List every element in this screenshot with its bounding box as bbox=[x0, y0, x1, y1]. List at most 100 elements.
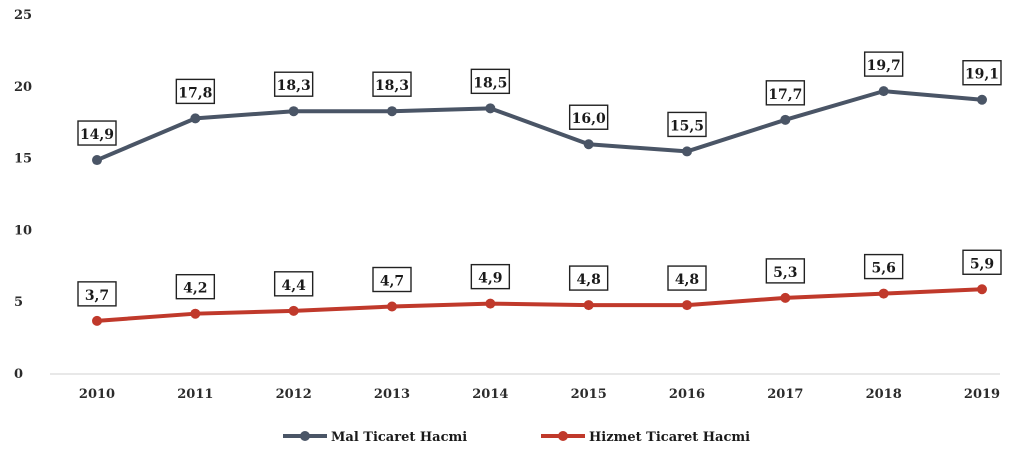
data-point bbox=[682, 146, 692, 157]
data-label: 16,0 bbox=[572, 111, 606, 127]
data-label-box bbox=[765, 80, 806, 106]
series-line bbox=[95, 287, 984, 323]
data-label: 14,9 bbox=[80, 127, 114, 143]
data-label-box bbox=[568, 265, 609, 291]
data-label-box bbox=[568, 104, 609, 130]
data-label-box bbox=[470, 263, 511, 290]
data-label: 3,7 bbox=[85, 288, 109, 304]
y-tick-label: 25 bbox=[14, 8, 32, 23]
data-label: 4,9 bbox=[478, 271, 502, 287]
data-label: 18,3 bbox=[277, 78, 311, 94]
legend-label: Hizmet Ticaret Hacmi bbox=[589, 430, 750, 445]
y-tick-label: 20 bbox=[14, 80, 32, 95]
x-tick-label: 2013 bbox=[374, 387, 410, 402]
data-label: 4,8 bbox=[675, 272, 699, 288]
legend: Mal Ticaret Hacmi Hizmet Ticaret Hacmi bbox=[283, 430, 750, 445]
data-label-box bbox=[175, 78, 216, 105]
data-point bbox=[780, 292, 791, 303]
data-point bbox=[977, 94, 987, 105]
data-label-group: 3,7 bbox=[77, 281, 117, 307]
data-point bbox=[288, 305, 299, 316]
legend-marker bbox=[558, 431, 568, 441]
data-point bbox=[878, 288, 889, 299]
data-label: 18,5 bbox=[473, 75, 507, 91]
x-tick-label: 2016 bbox=[669, 387, 705, 402]
data-point bbox=[190, 113, 201, 124]
data-label-box bbox=[77, 120, 117, 146]
data-label: 4,7 bbox=[380, 274, 404, 290]
data-label-group: 4,8 bbox=[568, 265, 609, 291]
data-label-box bbox=[863, 253, 904, 280]
data-point bbox=[387, 301, 397, 312]
data-label: 17,7 bbox=[768, 87, 802, 103]
data-label: 15,5 bbox=[670, 118, 704, 134]
data-label-group: 19,7 bbox=[863, 51, 904, 77]
data-label-group: 17,8 bbox=[175, 78, 216, 105]
y-tick-label: 15 bbox=[14, 152, 32, 167]
series-group bbox=[92, 86, 987, 326]
data-label-group: 17,7 bbox=[765, 80, 806, 106]
data-label-group: 4,4 bbox=[273, 271, 314, 297]
data-label-group: 4,2 bbox=[175, 273, 216, 300]
x-axis: 2010 2011 2012 2013 2014 2015 2016 2017 2018 2019 bbox=[79, 387, 1000, 402]
y-tick-label: 5 bbox=[14, 295, 23, 310]
data-label-group: 5,9 bbox=[962, 249, 1002, 275]
data-label: 18,3 bbox=[375, 78, 409, 94]
data-label-box bbox=[765, 258, 806, 284]
data-label-group: 5,3 bbox=[765, 258, 806, 284]
data-label-group: 14,9 bbox=[77, 120, 117, 146]
data-point bbox=[485, 103, 496, 114]
data-point bbox=[92, 315, 102, 326]
x-tick-label: 2017 bbox=[767, 387, 803, 402]
data-label-box bbox=[667, 111, 707, 138]
data-point bbox=[977, 284, 987, 295]
data-point bbox=[780, 114, 791, 125]
x-tick-label: 2019 bbox=[964, 387, 1000, 402]
data-label-box bbox=[273, 71, 314, 97]
data-label-box bbox=[667, 265, 707, 291]
data-point bbox=[682, 300, 692, 311]
data-label-group: 15,5 bbox=[667, 111, 707, 138]
legend-label: Mal Ticaret Hacmi bbox=[331, 430, 467, 445]
data-label: 4,4 bbox=[281, 278, 306, 294]
x-tick-label: 2011 bbox=[177, 387, 213, 402]
data-point bbox=[288, 106, 299, 117]
data-label-box bbox=[372, 266, 412, 293]
data-label-box bbox=[175, 273, 216, 300]
data-labels: 14,9 17,8 18,3 18,3 18,5 16,0 15,5 17,7 19,7 19,1… bbox=[77, 51, 1002, 307]
x-tick-label: 2014 bbox=[472, 387, 508, 402]
x-tick-label: 2015 bbox=[571, 387, 607, 402]
y-axis: 0 5 10 15 20 25 bbox=[14, 8, 32, 382]
data-point bbox=[583, 300, 594, 311]
legend-marker bbox=[300, 431, 310, 441]
data-label: 5,3 bbox=[773, 265, 797, 281]
series-line bbox=[95, 89, 984, 163]
data-label: 19,1 bbox=[965, 67, 999, 83]
data-label-group: 18,3 bbox=[273, 71, 314, 97]
data-point bbox=[387, 106, 397, 117]
data-point bbox=[92, 155, 102, 166]
data-label-box bbox=[273, 271, 314, 297]
data-label-box bbox=[77, 281, 117, 307]
x-tick-label: 2018 bbox=[866, 387, 902, 402]
data-label-box bbox=[962, 60, 1002, 86]
data-label: 19,7 bbox=[867, 58, 901, 74]
data-point bbox=[878, 86, 889, 97]
data-label: 17,8 bbox=[178, 85, 212, 101]
data-point bbox=[485, 298, 496, 309]
data-label-box bbox=[863, 51, 904, 77]
data-label-box bbox=[962, 249, 1002, 275]
data-label-group: 5,6 bbox=[863, 253, 904, 280]
data-label-group: 16,0 bbox=[568, 104, 609, 130]
data-point bbox=[190, 308, 201, 319]
x-tick-label: 2010 bbox=[79, 387, 115, 402]
data-label: 4,2 bbox=[183, 281, 207, 297]
y-tick-label: 10 bbox=[14, 223, 32, 238]
data-label-group: 18,5 bbox=[470, 68, 511, 95]
data-label-group: 4,8 bbox=[667, 265, 707, 291]
legend-item: Mal Ticaret Hacmi bbox=[283, 430, 467, 445]
data-label: 5,6 bbox=[871, 261, 895, 277]
data-label-group: 18,3 bbox=[372, 71, 412, 97]
data-label: 5,9 bbox=[970, 256, 994, 272]
